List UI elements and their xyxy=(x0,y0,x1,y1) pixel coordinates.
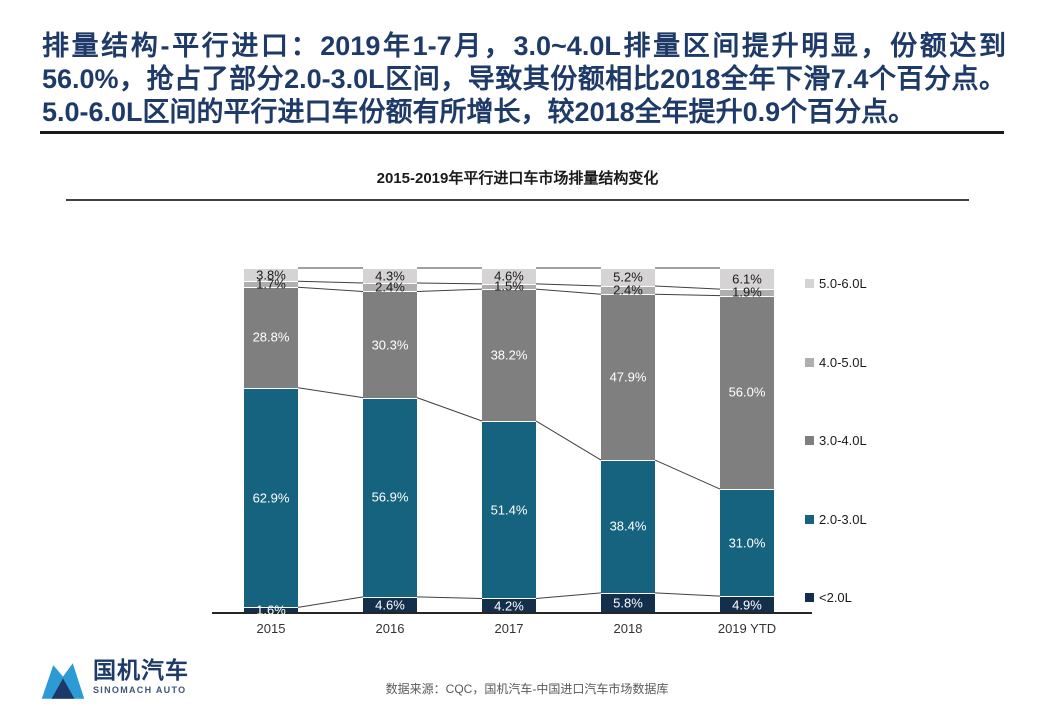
bar-segment-3.0-4.0L xyxy=(601,294,655,461)
bar-segment-<2.0L xyxy=(720,596,774,613)
x-axis-line xyxy=(212,612,812,614)
legend-label: 2.0-3.0L xyxy=(819,511,867,527)
data-label: 5.8% xyxy=(613,595,643,611)
bar-segment-4.0-5.0L xyxy=(601,285,655,295)
legend-swatch-icon xyxy=(805,436,814,445)
legend-item-3.0-4.0L: 3.0-4.0L xyxy=(805,433,867,448)
bar-segment-4.0-5.0L xyxy=(720,289,774,296)
data-label: 5.2% xyxy=(613,269,643,285)
data-label: 1.9% xyxy=(732,284,762,300)
legend-swatch-icon xyxy=(805,357,814,367)
bar-segment-<2.0L xyxy=(244,607,298,613)
x-axis-label: 2017 xyxy=(494,621,524,636)
x-axis-label: 2018 xyxy=(613,621,643,636)
legend-swatch-icon xyxy=(805,279,814,288)
data-label: 1.7% xyxy=(256,276,286,292)
bar-segment-2.0-3.0L xyxy=(601,460,655,593)
bar-segment-5.0-6.0L xyxy=(601,268,655,286)
data-label: 2.4% xyxy=(375,279,405,295)
bar-segment-2.0-3.0L xyxy=(482,420,536,599)
data-label: 3.8% xyxy=(256,267,286,283)
data-label: 30.3% xyxy=(371,337,409,353)
bar-segment-4.0-5.0L xyxy=(363,283,417,292)
data-label: 4.2% xyxy=(494,598,524,614)
bar-segment-4.0-5.0L xyxy=(482,283,536,290)
bar-segment-4.0-5.0L xyxy=(244,281,298,288)
bar-segment-2.0-3.0L xyxy=(244,387,298,608)
data-label: 38.2% xyxy=(490,347,528,363)
data-label: 4.3% xyxy=(375,268,405,284)
bar-segment-2.0-3.0L xyxy=(363,397,417,597)
legend-label: 5.0-6.0L xyxy=(819,276,867,291)
data-label: 1.5% xyxy=(494,278,524,294)
legend-swatch-icon xyxy=(805,593,814,602)
legend-item-5.0-6.0L: 5.0-6.0L xyxy=(805,276,867,291)
bar-segment-3.0-4.0L xyxy=(482,289,536,421)
legend-label: <2.0L xyxy=(819,590,852,605)
data-label: 47.9% xyxy=(609,369,647,385)
bar-segment-2.0-3.0L xyxy=(720,489,774,597)
bar-segment-5.0-6.0L xyxy=(244,268,298,282)
sinomach-mountain-icon xyxy=(40,657,86,710)
logo-company-subtitle: SINOMACH AUTO xyxy=(93,685,187,695)
legend-item-4.0-5.0L: 4.0-5.0L xyxy=(805,355,867,370)
legend-item-2.0-3.0L: 2.0-3.0L xyxy=(805,512,867,527)
legend-label: 4.0-5.0L xyxy=(819,354,867,370)
bar-segment-5.0-6.0L xyxy=(720,268,774,290)
legend-item-<2.0L: <2.0L xyxy=(805,590,852,605)
data-label: 62.9% xyxy=(252,490,290,506)
chart-title: 2015-2019年平行进口车市场排量结构变化 xyxy=(376,170,659,187)
bar-segment-3.0-4.0L xyxy=(244,287,298,388)
bar-segment-5.0-6.0L xyxy=(482,268,536,284)
bar-segment-3.0-4.0L xyxy=(720,295,774,490)
legend-label: 3.0-4.0L xyxy=(819,433,867,448)
x-axis-label: 2015 xyxy=(256,621,286,636)
chart-title-divider xyxy=(66,199,969,201)
data-label: 28.8% xyxy=(252,329,290,345)
slide-headline: 排量结构-平行进口：2019年1-7月，3.0~4.0L排量区间提升明显，份额达… xyxy=(42,31,1006,127)
bar-segment-3.0-4.0L xyxy=(363,291,417,398)
bar-segment-<2.0L xyxy=(482,598,536,613)
bar-segment-<2.0L xyxy=(363,596,417,613)
data-label: 56.0% xyxy=(728,384,766,400)
data-label: 4.9% xyxy=(732,597,762,613)
data-label: 56.9% xyxy=(371,489,409,505)
x-axis-label: 2019 YTD xyxy=(717,621,777,636)
data-label: 6.1% xyxy=(732,271,762,287)
x-axis-label: 2016 xyxy=(375,621,405,636)
data-label: 2.4% xyxy=(613,282,643,298)
data-label: 38.4% xyxy=(609,518,647,534)
bar-segment-5.0-6.0L xyxy=(363,268,417,284)
data-source-note: 数据来源：CQC，国机汽车-中国进口汽车市场数据库 xyxy=(385,682,669,696)
data-label: 1.6% xyxy=(256,602,286,618)
data-label: 4.6% xyxy=(375,597,405,613)
logo-company-name: 国机汽车 xyxy=(93,657,189,683)
company-logo: 国机汽车 SINOMACH AUTO xyxy=(40,657,189,710)
headline-divider xyxy=(40,131,1004,134)
bar-segment-<2.0L xyxy=(601,592,655,613)
legend-swatch-icon xyxy=(805,514,814,524)
data-label: 31.0% xyxy=(728,535,766,551)
data-label: 51.4% xyxy=(490,502,528,518)
data-label: 4.6% xyxy=(494,268,524,284)
